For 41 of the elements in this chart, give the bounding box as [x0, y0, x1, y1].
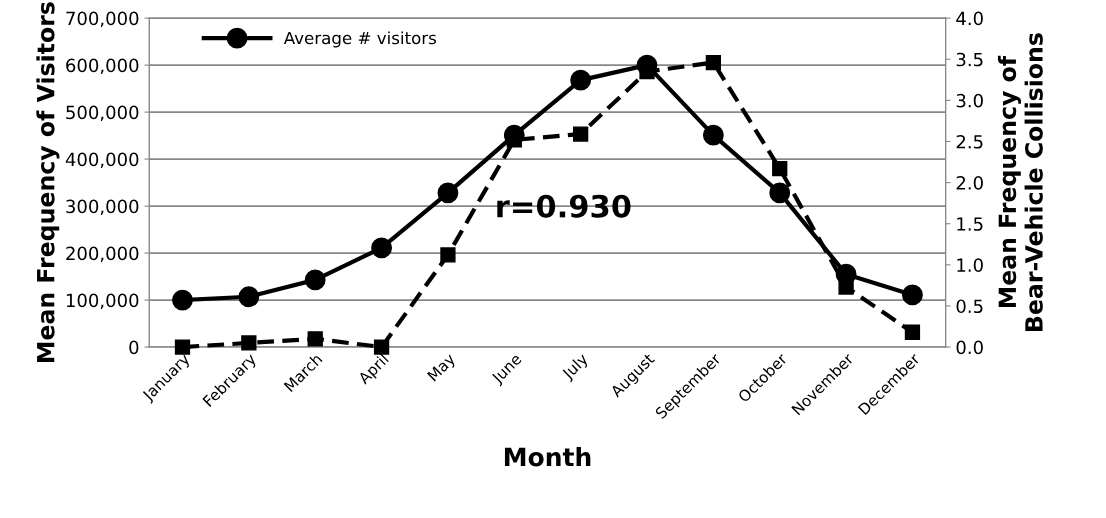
point	[172, 289, 193, 311]
y2-tick-label: 1.5	[957, 217, 983, 231]
y2-tick-label: 3.5	[956, 52, 983, 67]
point	[902, 284, 923, 306]
y-axis-title: Mean Frequency of Visitors	[36, 2, 60, 362]
y2-tick-label: 2.0	[956, 176, 983, 190]
y-tick-label: 600,000	[66, 58, 139, 75]
y-tick-label: 100,000	[66, 293, 139, 310]
y-tick-label: 400,000	[65, 152, 139, 169]
point	[769, 182, 791, 204]
point	[304, 269, 326, 291]
point	[238, 286, 260, 308]
y2-tick-label: 3.0	[956, 93, 983, 108]
point	[440, 247, 456, 263]
point	[838, 279, 854, 295]
point	[573, 126, 589, 142]
point	[307, 331, 323, 347]
y2-tick-label: 0.0	[956, 340, 983, 355]
y2-tick-label: 1.0	[957, 258, 983, 272]
point	[702, 124, 724, 146]
y-tick-label: 0	[129, 340, 139, 355]
y2-tick-label: 0.5	[956, 299, 983, 314]
legend-label: Average # visitors	[283, 31, 437, 48]
annotation: r=0.930	[497, 194, 631, 218]
y-tick-label: 500,000	[66, 105, 139, 122]
point	[437, 182, 459, 204]
y-tick-label: 200,000	[66, 246, 139, 263]
point	[241, 335, 257, 351]
point	[772, 160, 788, 177]
y2-axis-title: Mean Frequency of Bear-Vehicle Collisions	[997, 33, 1043, 331]
point	[904, 324, 921, 340]
y-tick-label: 700,000	[66, 11, 139, 28]
x-axis-title: Month	[504, 447, 591, 467]
point	[705, 54, 722, 71]
point	[373, 339, 390, 355]
y-tick-label: 300,000	[66, 199, 139, 216]
point	[174, 339, 191, 355]
y2-tick-label: 4.0	[956, 11, 983, 26]
y2-tick-label: 2.5	[956, 134, 983, 149]
point	[371, 237, 392, 259]
point	[570, 69, 592, 91]
